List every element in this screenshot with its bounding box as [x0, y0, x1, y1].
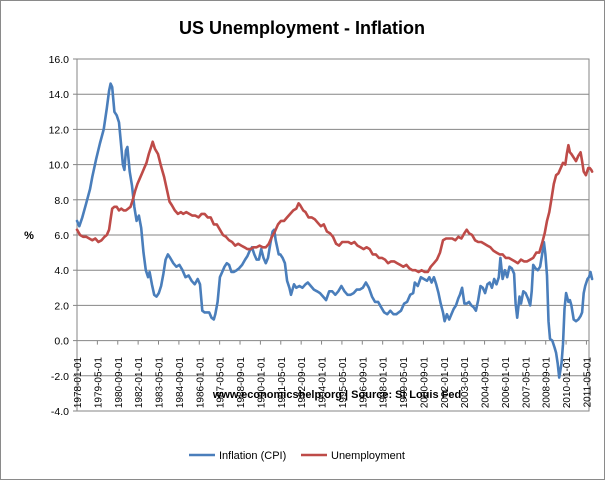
y-tick-label: -4.0 [51, 406, 69, 418]
x-tick-label: 1998-01-01 [379, 357, 390, 409]
y-tick-label: 14.0 [49, 89, 70, 101]
x-tick-label: 1984-09-01 [175, 357, 186, 409]
x-tick-label: 1995-05-01 [338, 357, 349, 409]
x-tick-label: 1999-05-01 [399, 357, 410, 409]
y-tick-label: 2.0 [54, 300, 69, 312]
x-axis-label: www.economicshelp.org | Source: St Louis… [212, 389, 461, 401]
y-tick-label: 4.0 [54, 265, 69, 277]
x-tick-label: 1988-09-01 [236, 357, 247, 409]
x-tick-label: 2004-09-01 [481, 357, 492, 409]
y-tick-label: 0.0 [54, 336, 69, 348]
series-line-inflation-cpi [75, 82, 594, 379]
x-tick-label: 1978-01-01 [73, 357, 84, 409]
x-tick-label: 1991-05-01 [277, 357, 288, 409]
x-tick-label: 2003-05-01 [460, 357, 471, 409]
y-tick-label: 12.0 [49, 124, 70, 136]
x-tick-label: 1994-01-01 [318, 357, 329, 409]
legend-label: Unemployment [331, 450, 405, 462]
y-tick-label: -2.0 [51, 371, 69, 383]
x-tick-label: 2002-01-01 [440, 357, 451, 409]
x-axis-ticks: 1978-01-01 1979-05-01 1980-09-01 1982-01-01… [73, 340, 593, 409]
chart-title: US Unemployment - Inflation [179, 18, 425, 38]
y-tick-label: 8.0 [54, 195, 69, 207]
x-tick-label: 1979-05-01 [93, 357, 104, 409]
legend-label: Inflation (CPI) [219, 450, 286, 462]
legend: Inflation (CPI) Unemployment [189, 450, 405, 462]
x-tick-label: 2008-09-01 [542, 357, 553, 409]
y-tick-label: 6.0 [54, 230, 69, 242]
x-tick-label: 1990-01-01 [256, 357, 267, 409]
y-tick-label: 10.0 [49, 160, 70, 172]
x-tick-label: 2006-01-01 [501, 357, 512, 409]
x-tick-label: 1992-09-01 [297, 357, 308, 409]
x-tick-label: 1982-01-01 [134, 357, 145, 409]
series-layer [75, 82, 594, 379]
x-tick-label: 1980-09-01 [114, 357, 125, 409]
x-tick-label: 2007-05-01 [521, 357, 532, 409]
x-tick-label: 1987-05-01 [216, 357, 227, 409]
x-tick-label: 1996-09-01 [358, 357, 369, 409]
y-axis-label: % [24, 230, 34, 242]
x-tick-label: 2010-01-01 [562, 357, 573, 409]
x-tick-label: 2011-05-01 [582, 357, 593, 408]
y-axis-ticks: 16.0 14.0 12.0 10.0 8.0 6.0 4.0 2.0 0.0 -2.0 -4.0 [49, 54, 77, 418]
x-tick-label: 1983-05-01 [155, 357, 166, 409]
x-tick-label: 2000-09-01 [419, 357, 430, 409]
series-line-unemployment [75, 140, 594, 274]
y-tick-label: 16.0 [49, 54, 70, 66]
x-tick-label: 1986-01-01 [195, 357, 206, 409]
